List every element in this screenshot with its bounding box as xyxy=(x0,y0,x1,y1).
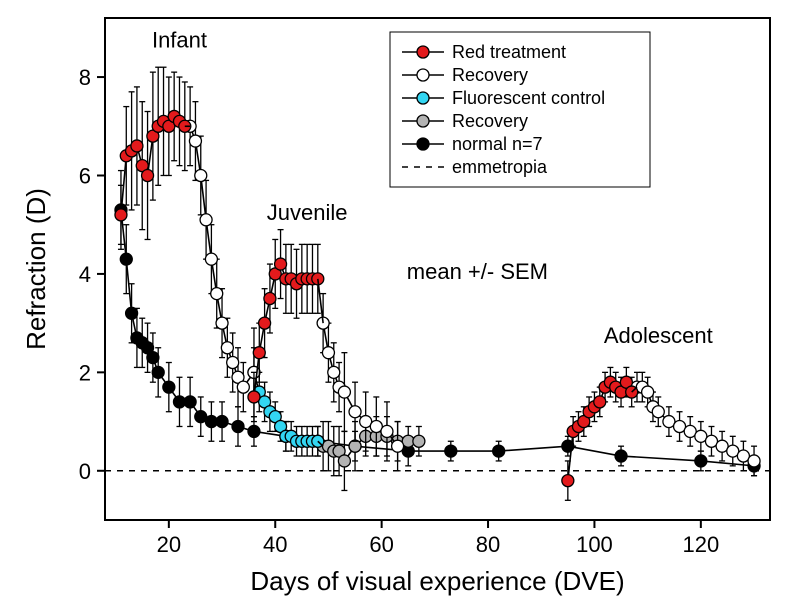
data-point xyxy=(189,135,201,147)
data-point xyxy=(264,293,276,305)
data-point xyxy=(211,288,223,300)
data-point xyxy=(328,366,340,378)
data-point xyxy=(275,258,287,270)
data-point xyxy=(147,352,159,364)
data-point xyxy=(695,455,707,467)
y-tick-label: 0 xyxy=(79,459,91,484)
legend: Red treatment Recovery Fluorescent control… xyxy=(390,32,650,187)
annotation: Juvenile xyxy=(267,200,348,225)
data-point xyxy=(642,386,654,398)
legend-label: Recovery xyxy=(452,111,528,131)
annotation: Adolescent xyxy=(604,323,713,348)
annotation: mean +/- SEM xyxy=(407,259,548,284)
data-point xyxy=(652,406,664,418)
data-point xyxy=(615,450,627,462)
y-tick-label: 4 xyxy=(79,262,91,287)
data-point xyxy=(216,317,228,329)
refraction-chart: 20 40 60 80 100 120 0 2 4 6 8 Days of visual experi… xyxy=(0,0,800,613)
y-tick-label: 6 xyxy=(79,163,91,188)
data-point xyxy=(131,140,143,152)
data-point xyxy=(126,307,138,319)
data-point xyxy=(237,381,249,393)
data-point xyxy=(221,342,233,354)
legend-label: emmetropia xyxy=(452,157,548,177)
chart-container: { "chart": { "type": "scatter-line-error… xyxy=(0,0,800,613)
y-tick-label: 8 xyxy=(79,65,91,90)
x-tick-label: 100 xyxy=(576,532,613,557)
series-red-adolescent xyxy=(562,367,638,500)
data-point xyxy=(205,253,217,265)
data-point xyxy=(248,425,260,437)
data-point xyxy=(322,347,334,359)
data-point xyxy=(748,455,760,467)
data-point xyxy=(163,381,175,393)
data-point xyxy=(120,253,132,265)
annotation: Infant xyxy=(152,28,207,53)
x-axis-label: Days of visual experience (DVE) xyxy=(250,566,624,596)
data-point xyxy=(232,420,244,432)
data-point xyxy=(562,475,574,487)
legend-label: Fluorescent control xyxy=(452,88,605,108)
data-point xyxy=(142,169,154,181)
x-tick-label: 80 xyxy=(476,532,500,557)
data-point xyxy=(248,391,260,403)
data-point xyxy=(115,209,127,221)
legend-label: normal n=7 xyxy=(452,134,543,154)
data-point xyxy=(338,386,350,398)
data-point xyxy=(259,317,271,329)
data-point xyxy=(152,366,164,378)
data-point xyxy=(253,347,265,359)
legend-label: Red treatment xyxy=(452,42,566,62)
x-tick-label: 20 xyxy=(157,532,181,557)
data-point xyxy=(349,406,361,418)
series-red-infant xyxy=(115,67,191,244)
data-point xyxy=(392,440,404,452)
data-point xyxy=(338,455,350,467)
legend-label: Recovery xyxy=(452,65,528,85)
data-point xyxy=(445,445,457,457)
x-tick-label: 120 xyxy=(682,532,719,557)
y-axis-label: Refraction (D) xyxy=(21,188,51,350)
x-tick-label: 60 xyxy=(369,532,393,557)
series-recovery-infant xyxy=(184,87,260,417)
data-point xyxy=(413,435,425,447)
data-point xyxy=(227,357,239,369)
data-point xyxy=(349,440,361,452)
data-point xyxy=(594,396,606,408)
data-point xyxy=(381,425,393,437)
data-point xyxy=(200,214,212,226)
x-tick-label: 40 xyxy=(263,532,287,557)
data-point xyxy=(195,169,207,181)
data-point xyxy=(184,396,196,408)
y-tick-label: 2 xyxy=(79,360,91,385)
data-point xyxy=(493,445,505,457)
data-point xyxy=(216,416,228,428)
